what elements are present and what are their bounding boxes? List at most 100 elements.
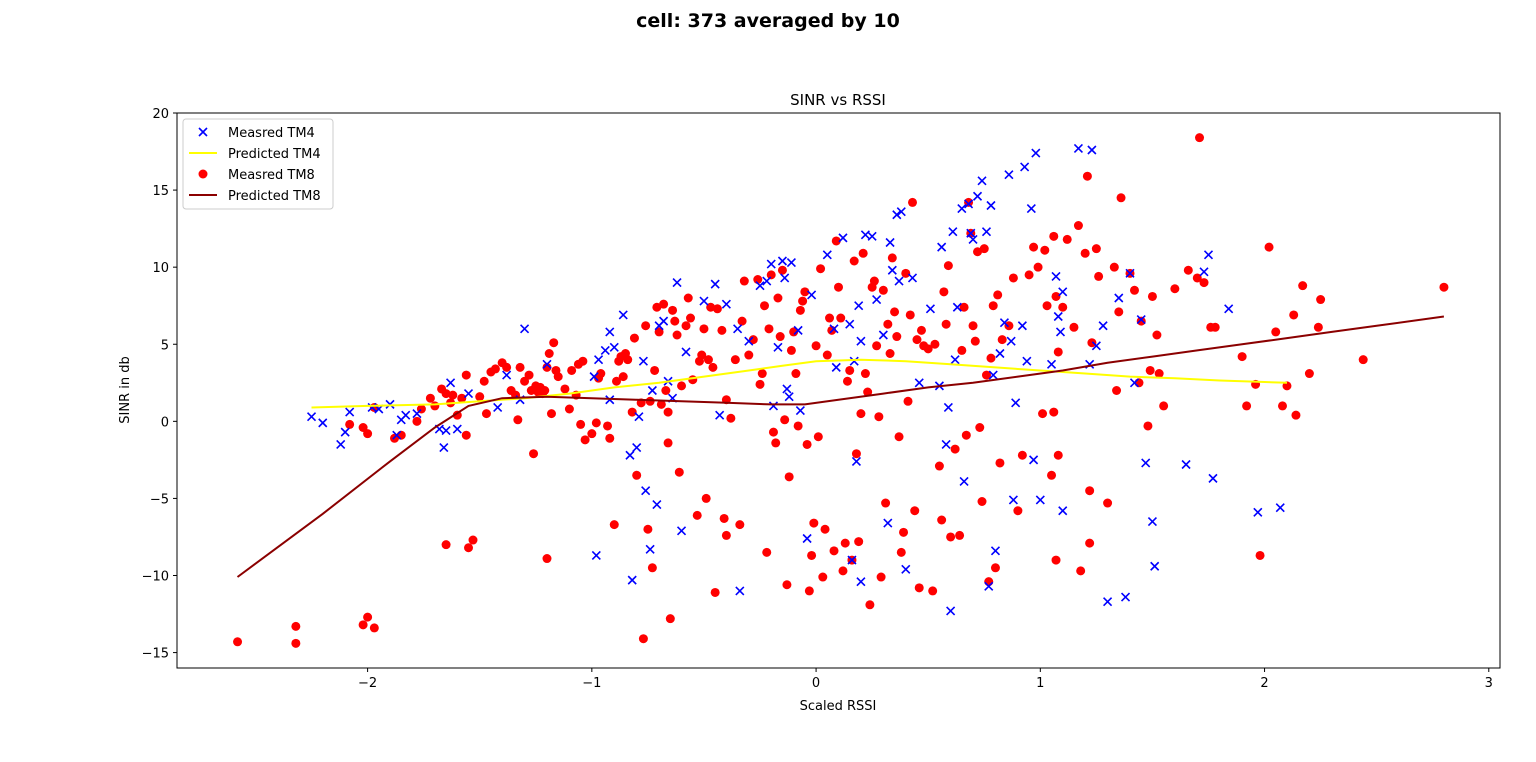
tm4-measured-point [950, 355, 960, 365]
tm8-measured-point [957, 345, 967, 355]
tm8-measured-point [524, 370, 534, 380]
tm4-measured-point [1055, 327, 1066, 337]
tm4-measured-point [872, 294, 882, 305]
tm8-measured-point [768, 427, 778, 437]
legend-label: Predicted TM4 [228, 147, 321, 162]
tm8-measured-point [813, 432, 823, 442]
tm8-measured-point [762, 547, 772, 557]
tm8-measured-point [461, 370, 471, 380]
tm8-measured-point [1129, 285, 1139, 295]
tm8-measured-point [650, 365, 660, 375]
tm8-measured-point [475, 392, 485, 402]
tm8-measured-point [816, 264, 826, 274]
tm4-measured-point [878, 330, 888, 340]
tm8-measured-point [345, 419, 355, 429]
tm4-measured-point [854, 301, 864, 311]
tm4-measured-point [948, 227, 958, 237]
tm4-measured-point [896, 207, 906, 217]
tm8-measured-point [845, 365, 855, 375]
tm4-measured-point [1275, 503, 1285, 513]
tm8-measured-point [697, 350, 707, 360]
tm8-measured-point [672, 330, 682, 340]
tm8-measured-point [885, 349, 895, 358]
tm8-measured-point [542, 554, 552, 564]
tm8-measured-point [1029, 242, 1039, 252]
tm4-measured-point [977, 176, 987, 186]
tm8-measured-point [822, 350, 832, 360]
tm4-measured-point [849, 356, 859, 366]
tm8-measured-point [786, 345, 796, 355]
tm8-measured-point [670, 316, 680, 326]
tm8-measured-point [907, 197, 917, 207]
tm8-measured-point [1210, 322, 1220, 332]
tm4-measured-point [1022, 356, 1032, 366]
y-tick-label: 10 [152, 261, 169, 276]
tm8-measured-point [775, 332, 785, 342]
tm8-measured-point [576, 419, 586, 429]
tm8-measured-point [977, 497, 987, 506]
tm4-measured-point [773, 342, 783, 352]
tm4-measured-point [1058, 287, 1068, 297]
tm4-measured-point [892, 210, 902, 220]
tm8-measured-point [1289, 310, 1299, 320]
tm4-measured-point [943, 402, 953, 413]
tm4-measured-point [1029, 455, 1039, 465]
tm8-measured-point [719, 513, 729, 523]
tm4-measured-point [735, 586, 745, 596]
tm4-measured-point [966, 228, 976, 238]
tm4-measured-point [766, 259, 776, 269]
tm8-measured-point [916, 325, 926, 335]
tm4-measured-point [1087, 145, 1097, 155]
tm8-predicted-line [236, 315, 1445, 578]
tm8-measured-point [791, 369, 801, 379]
tm8-measured-point [829, 546, 839, 556]
tm4-measured-point [446, 378, 456, 388]
tm4-measured-point [542, 359, 552, 369]
tm8-measured-point [542, 362, 552, 372]
tm8-measured-point [358, 620, 368, 630]
tm8-measured-point [1051, 555, 1061, 565]
tm8-measured-point [1134, 378, 1144, 388]
tm8-measured-point [771, 438, 781, 448]
tm8-measured-point [807, 550, 817, 560]
tm8-measured-point [735, 520, 745, 530]
tm8-measured-point [481, 409, 491, 419]
tm4-measured-point [625, 450, 635, 460]
tm8-measured-point [540, 386, 550, 395]
tm8-measured-point [546, 409, 556, 419]
tm4-measured-point [999, 318, 1010, 328]
tm8-measured-point [1069, 322, 1079, 332]
tm8-measured-point [973, 247, 983, 257]
tm4-measured-point [914, 378, 924, 388]
tm8-measured-point [641, 321, 651, 331]
tm4-measured-point [990, 546, 1001, 556]
tm4-measured-point [1091, 341, 1101, 351]
tm8-measured-point [502, 362, 512, 372]
tm8-measured-point [784, 472, 794, 482]
tm8-measured-point [1017, 450, 1027, 460]
tm4-measured-point [946, 606, 956, 616]
tm8-measured-point [659, 299, 669, 309]
tm4-measured-point [618, 310, 628, 320]
tm4-measured-point [963, 199, 974, 209]
tm8-measured-point [946, 532, 956, 542]
tm8-measured-point [825, 313, 835, 323]
tm8-measured-point [520, 376, 530, 386]
tm8-measured-point [1143, 421, 1153, 431]
tm8-measured-point [739, 276, 749, 286]
tm8-measured-point [1038, 409, 1048, 419]
tm8-measured-point [686, 313, 696, 323]
tm8-measured-point [934, 461, 944, 471]
tm8-measured-point [717, 325, 727, 335]
tm8-measured-point [618, 372, 628, 382]
tm8-measured-point [1152, 330, 1162, 340]
tm8-measured-point [1147, 291, 1157, 301]
tm8-measured-point [943, 261, 953, 271]
tm8-measured-point [993, 290, 1003, 300]
tm8-measured-point [291, 621, 301, 631]
tm8-measured-point [804, 586, 814, 596]
tm4-measured-point [627, 575, 637, 585]
tm4-measured-point [721, 299, 731, 309]
tm8-measured-point [840, 538, 850, 548]
tm8-measured-point [782, 580, 792, 590]
